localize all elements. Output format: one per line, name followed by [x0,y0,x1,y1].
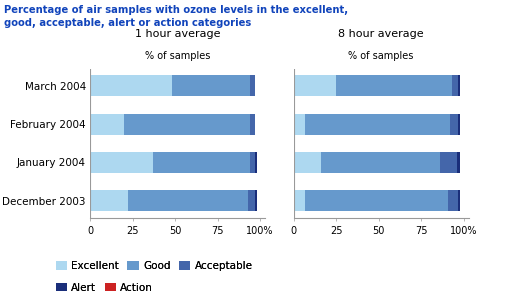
Bar [124,114,250,135]
Text: 8 hour average: 8 hour average [338,29,424,39]
Bar [90,190,128,211]
Bar [250,75,255,96]
Bar [294,152,321,173]
Bar [90,152,153,173]
Bar [458,75,460,96]
Bar [450,114,458,135]
Text: Percentage of air samples with ozone levels in the excellent,: Percentage of air samples with ozone lev… [4,5,348,15]
Bar [458,190,460,211]
Bar [250,152,255,173]
Bar [153,152,250,173]
Bar [250,114,255,135]
Bar [305,114,450,135]
Bar [255,190,256,211]
Bar [448,190,458,211]
Bar [457,152,460,173]
Text: % of samples: % of samples [349,51,414,61]
Text: % of samples: % of samples [145,51,210,61]
Bar [440,152,457,173]
Bar [90,75,171,96]
Text: 1 hour average: 1 hour average [135,29,220,39]
Bar [294,190,305,211]
Bar [255,152,256,173]
Bar [294,114,305,135]
Bar [336,75,452,96]
Bar [458,114,460,135]
Bar [294,75,336,96]
Bar [248,190,255,211]
Bar [128,190,248,211]
Bar [305,190,448,211]
Text: good, acceptable, alert or action categories: good, acceptable, alert or action catego… [4,18,251,28]
Bar [90,114,124,135]
Bar [171,75,250,96]
Legend: Alert, Action: Alert, Action [52,278,158,297]
Bar [452,75,458,96]
Bar [321,152,440,173]
Legend: Excellent, Good, Acceptable: Excellent, Good, Acceptable [52,257,256,275]
